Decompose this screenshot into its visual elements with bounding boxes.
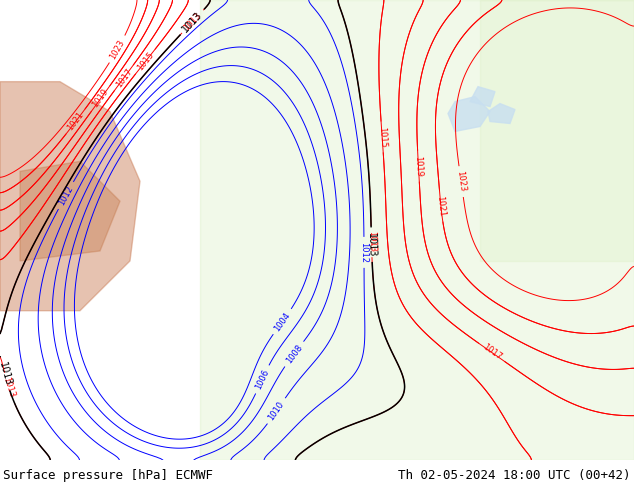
Text: 1013: 1013 bbox=[366, 232, 377, 257]
Polygon shape bbox=[448, 97, 490, 131]
Text: 1023: 1023 bbox=[455, 171, 467, 193]
Text: 1015: 1015 bbox=[377, 126, 387, 148]
Text: 1013: 1013 bbox=[366, 231, 376, 252]
Polygon shape bbox=[480, 0, 634, 261]
Polygon shape bbox=[488, 103, 515, 123]
Text: 1010: 1010 bbox=[267, 400, 286, 422]
Text: 1021: 1021 bbox=[436, 196, 446, 217]
Text: Th 02-05-2024 18:00 UTC (00+42): Th 02-05-2024 18:00 UTC (00+42) bbox=[398, 468, 631, 482]
Text: Surface pressure [hPa] ECMWF: Surface pressure [hPa] ECMWF bbox=[3, 468, 213, 482]
Text: 1008: 1008 bbox=[284, 343, 304, 365]
Text: 1006: 1006 bbox=[254, 368, 271, 391]
Text: 1015: 1015 bbox=[135, 50, 155, 73]
Polygon shape bbox=[0, 82, 140, 311]
Text: 1013: 1013 bbox=[182, 11, 203, 32]
Text: 1019: 1019 bbox=[91, 87, 110, 110]
Text: 1017: 1017 bbox=[481, 343, 503, 362]
Polygon shape bbox=[20, 161, 120, 261]
Polygon shape bbox=[470, 87, 495, 106]
Text: 1012: 1012 bbox=[57, 184, 75, 207]
Text: 1012: 1012 bbox=[359, 242, 368, 263]
Polygon shape bbox=[200, 0, 634, 460]
Text: 1013: 1013 bbox=[0, 361, 13, 387]
Text: 1004: 1004 bbox=[273, 311, 292, 333]
Text: 1019: 1019 bbox=[413, 155, 424, 177]
Text: 1021: 1021 bbox=[66, 110, 86, 133]
Text: 1017: 1017 bbox=[114, 67, 134, 89]
Text: 1013: 1013 bbox=[1, 376, 16, 399]
Text: 1023: 1023 bbox=[108, 38, 127, 61]
Text: 1013: 1013 bbox=[180, 9, 204, 34]
